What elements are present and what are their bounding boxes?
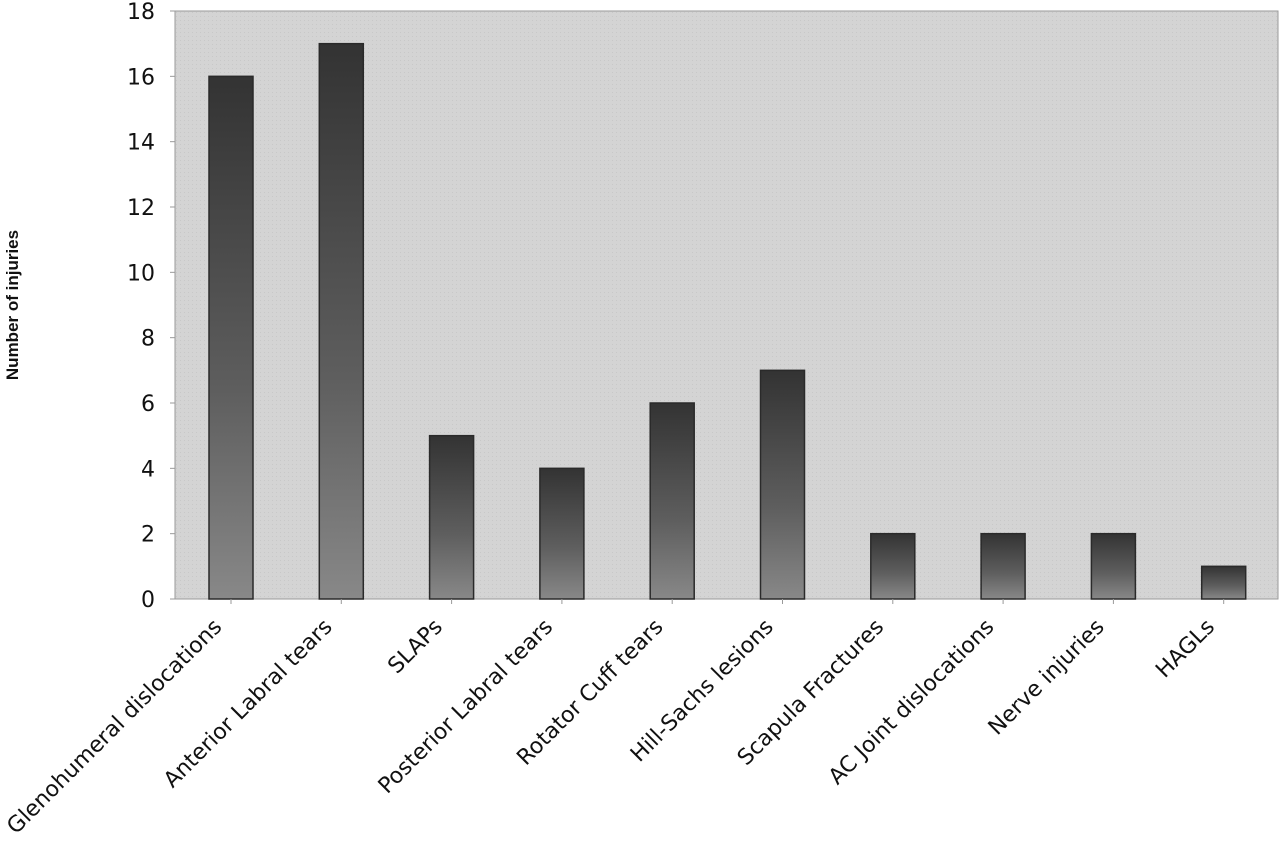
- x-category-label: Nerve injuries: [984, 615, 1110, 741]
- y-tick-label: 4: [141, 457, 155, 482]
- y-tick-label: 2: [141, 523, 155, 548]
- y-tick-label: 12: [127, 196, 155, 221]
- bar-hill-sachs-lesions: [759, 369, 806, 600]
- x-category-label: Glenohumeral dislocations: [2, 615, 227, 840]
- x-category-label: HAGLs: [1151, 615, 1220, 684]
- x-category-label: SLAPs: [383, 615, 447, 679]
- y-tick-label: 18: [127, 0, 155, 25]
- y-tick-label: 14: [127, 131, 155, 156]
- y-axis-title: Number of injuries: [3, 230, 22, 380]
- bar-rotator-cuff-tears: [649, 402, 695, 600]
- bar-glenohumeral-dislocations: [208, 75, 254, 600]
- y-tick-label: 8: [141, 327, 155, 352]
- bar-slaps: [428, 434, 475, 600]
- y-tick-label: 0: [141, 588, 155, 613]
- bar-hagls: [1200, 565, 1247, 600]
- y-tick-label: 6: [141, 392, 155, 417]
- bar-scapula-fractures: [870, 532, 916, 600]
- y-tick-label: 16: [127, 65, 155, 90]
- y-axis: 0 2 4 6 8 10 12 14 16 18: [127, 0, 175, 613]
- bar-anterior-labral-tears: [318, 42, 365, 600]
- y-tick-label: 10: [127, 261, 155, 286]
- bar-posterior-labral-tears: [539, 467, 585, 600]
- bar-ac-joint-dislocations: [980, 532, 1026, 600]
- bar-nerve-injuries: [1090, 532, 1137, 600]
